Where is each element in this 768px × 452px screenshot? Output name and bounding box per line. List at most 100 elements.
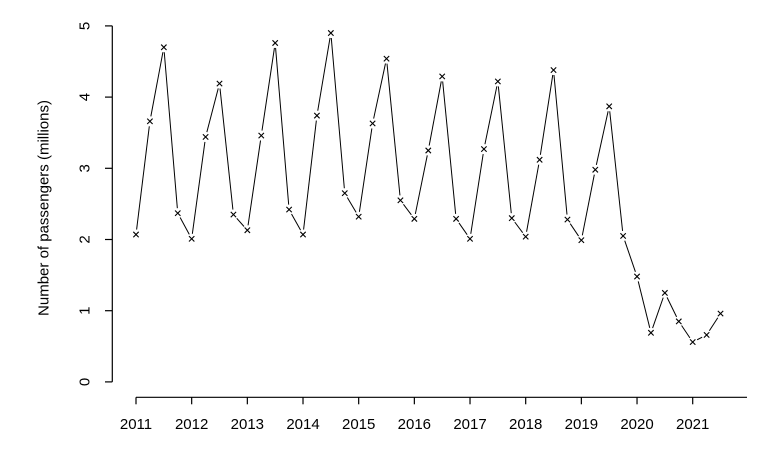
y-tick-label: 5	[77, 22, 94, 30]
series-segment	[261, 47, 275, 131]
data-point-marker	[202, 133, 209, 141]
data-point-marker	[606, 103, 613, 110]
marker-stroke	[717, 310, 724, 317]
series-segment	[696, 336, 703, 341]
marker-stroke	[160, 44, 167, 51]
series-segment	[136, 126, 150, 230]
data-point-marker	[633, 273, 641, 280]
series-segment	[303, 120, 317, 230]
marker-stroke	[313, 112, 321, 119]
data-point-marker	[341, 190, 348, 197]
data-point-marker	[258, 132, 265, 139]
data-point-marker	[174, 210, 181, 217]
data-point-marker	[327, 29, 334, 37]
x-tick-label: 2016	[398, 416, 431, 433]
data-point-marker	[383, 55, 390, 62]
marker-stroke	[202, 133, 209, 141]
marker-stroke	[341, 190, 348, 197]
marker-stroke	[383, 55, 390, 62]
data-point-marker	[272, 39, 279, 47]
x-tick-label: 2019	[565, 416, 598, 433]
series-segment	[428, 81, 442, 146]
marker-stroke	[689, 338, 696, 346]
series-segment	[497, 86, 512, 214]
data-point-marker	[620, 232, 627, 240]
series-segment	[526, 164, 540, 232]
series-segment	[403, 204, 412, 216]
data-point-marker	[480, 145, 488, 153]
data-point-marker	[703, 331, 710, 338]
x-tick-label: 2021	[676, 416, 709, 433]
marker-stroke	[522, 233, 529, 240]
marker-stroke	[703, 331, 710, 338]
data-point-marker	[244, 227, 251, 234]
y-tick-label: 0	[77, 378, 94, 386]
series-segment	[595, 111, 609, 165]
series-segment	[581, 174, 595, 236]
series-segment	[373, 63, 386, 119]
x-tick-label: 2018	[509, 416, 542, 433]
marker-stroke	[244, 227, 251, 234]
marker-stroke	[675, 318, 682, 325]
data-point-marker	[188, 235, 195, 242]
series-segment	[708, 317, 719, 331]
data-point-marker	[369, 120, 376, 127]
marker-stroke	[397, 197, 404, 204]
marker-stroke	[453, 215, 460, 222]
y-tick-label: 2	[77, 235, 94, 243]
y-axis-label: Number of passengers (millions)	[36, 100, 53, 316]
x-tick-label: 2014	[286, 416, 319, 433]
series-segment	[569, 223, 579, 237]
series-segment	[191, 141, 206, 234]
marker-stroke	[132, 231, 140, 238]
marker-stroke	[564, 216, 571, 223]
series-segment	[358, 128, 373, 212]
y-tick-label: 1	[77, 307, 94, 315]
marker-stroke	[216, 80, 223, 87]
marker-stroke	[536, 156, 543, 163]
data-point-marker	[661, 289, 668, 296]
series-segment	[317, 37, 331, 111]
marker-stroke	[188, 235, 195, 242]
data-point-marker	[439, 73, 446, 80]
series-segment	[330, 37, 345, 189]
data-point-marker	[216, 80, 223, 87]
series-segment	[219, 88, 234, 210]
marker-stroke	[369, 120, 376, 127]
series-segment	[163, 52, 178, 209]
data-point-marker	[230, 211, 237, 218]
data-point-marker	[411, 215, 418, 222]
series-segment	[236, 217, 245, 227]
marker-stroke	[508, 215, 515, 222]
series-segment	[386, 63, 401, 196]
series-segment	[553, 74, 568, 215]
data-point-marker	[132, 231, 140, 238]
data-point-marker	[522, 233, 529, 240]
series-segment	[275, 47, 290, 205]
series-segment	[206, 88, 219, 133]
x-tick-label: 2020	[620, 416, 653, 433]
series-segment	[609, 111, 624, 232]
marker-stroke	[633, 273, 641, 280]
series-segment	[414, 155, 428, 215]
x-tick-label: 2017	[453, 416, 486, 433]
data-point-marker	[160, 44, 167, 51]
marker-stroke	[578, 237, 585, 244]
marker-stroke	[661, 289, 668, 296]
marker-stroke	[439, 73, 446, 80]
data-point-marker	[313, 112, 321, 119]
marker-stroke	[286, 206, 293, 213]
marker-stroke	[411, 215, 418, 222]
marker-stroke	[592, 166, 599, 173]
data-point-marker	[453, 215, 460, 222]
data-point-marker	[578, 237, 585, 244]
marker-stroke	[425, 147, 432, 154]
marker-stroke	[550, 66, 557, 74]
marker-stroke	[146, 118, 154, 125]
series-segment	[652, 297, 664, 329]
series-segment	[666, 297, 678, 318]
marker-stroke	[355, 213, 362, 220]
x-tick-label: 2011	[120, 416, 152, 433]
data-point-marker	[550, 66, 557, 74]
